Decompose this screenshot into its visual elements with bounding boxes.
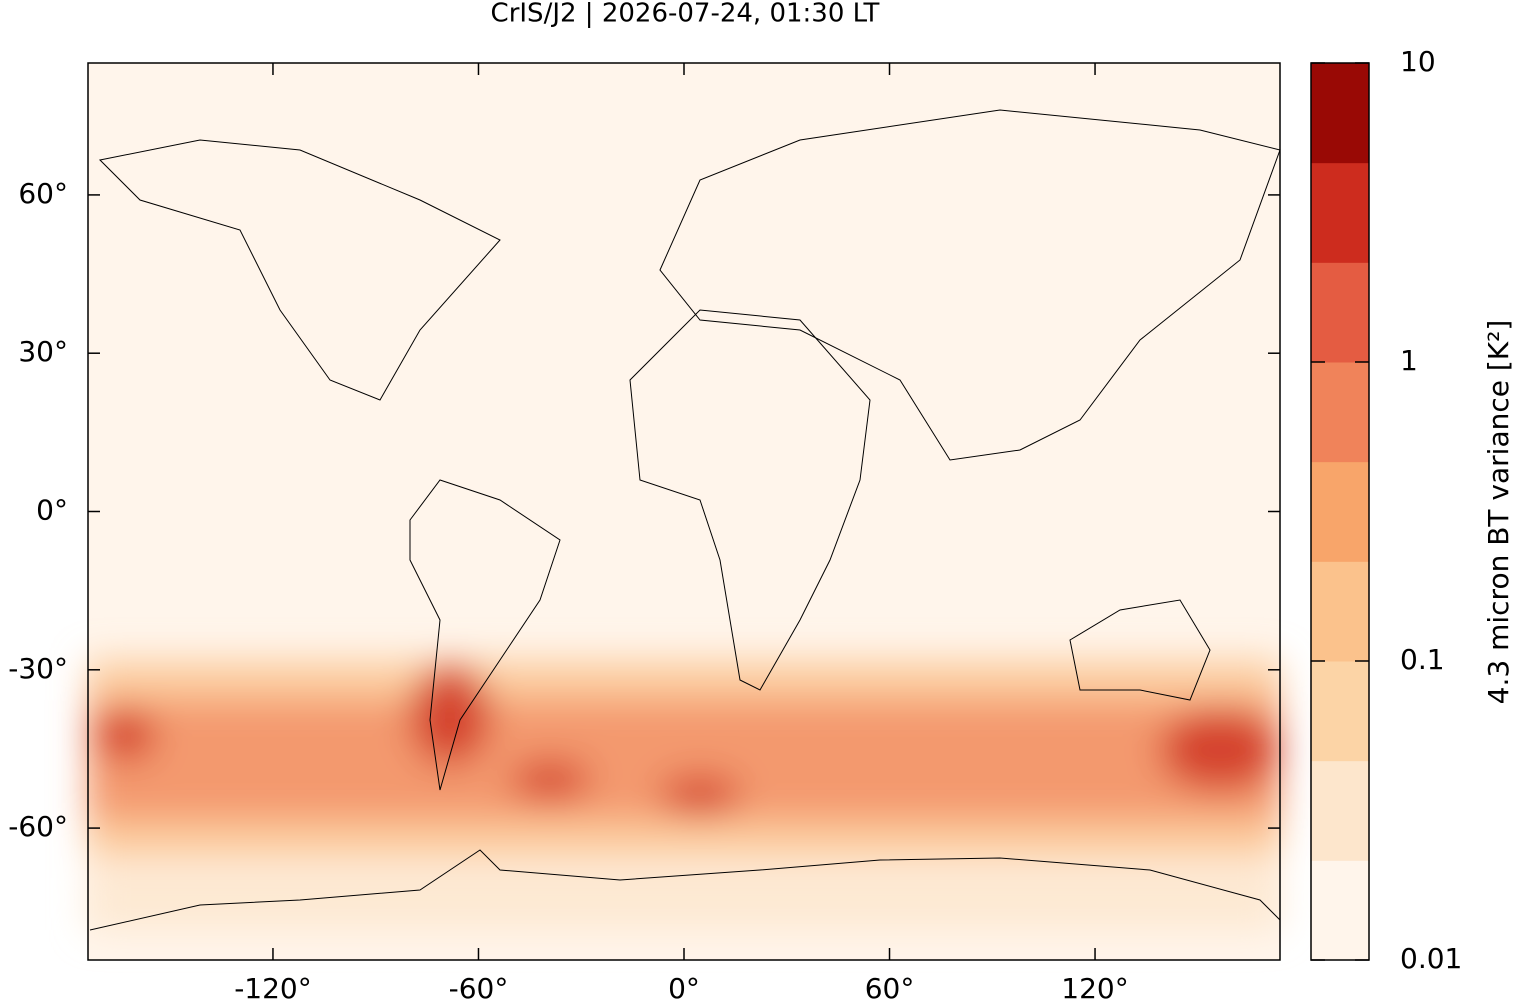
colorbar-band (1311, 162, 1369, 263)
colorbar-tick-label: 1 (1400, 344, 1418, 377)
x-tick-label: 0° (668, 972, 700, 1002)
colorbar-band (1311, 860, 1369, 961)
colorbar-band (1311, 760, 1369, 861)
colorbar-band (1311, 461, 1369, 562)
coastline (409, 479, 561, 791)
coastline (98, 139, 501, 401)
variance-field (88, 660, 1280, 930)
colorbar: 0.01 0.1 1 10 (1310, 45, 1462, 975)
colorbar-band (1311, 262, 1369, 363)
coastline (89, 849, 1281, 931)
coastline (659, 109, 1281, 461)
chart-title: CrIS/J2 | 2026-07-24, 01:30 LT (491, 0, 880, 29)
y-tick-label: -30° (8, 652, 68, 685)
colorbar-frame (1310, 62, 1370, 961)
coastline (629, 309, 871, 691)
colorbar-band (1311, 561, 1369, 662)
y-tick-label: -60° (8, 810, 68, 843)
colorbar-tick-label: 10 (1400, 45, 1436, 78)
coastline (1069, 599, 1211, 701)
x-tick-label: 60° (865, 972, 915, 1002)
x-tick-label: -60° (449, 972, 509, 1002)
colorbar-band (1311, 362, 1369, 463)
y-tick-label: 30° (18, 335, 68, 368)
colorbar-band (1311, 661, 1369, 762)
colorbar-label: 4.3 micron BT variance [K²] (1482, 320, 1515, 705)
y-tick-label: 0° (36, 494, 68, 527)
x-tick-label: 120° (1061, 972, 1128, 1002)
x-tick-label: -120° (234, 972, 312, 1002)
colorbar-tick-label: 0.01 (1400, 942, 1462, 975)
map-field (88, 63, 1281, 960)
colorbar-band (1311, 63, 1369, 164)
colorbar-tick-label: 0.1 (1400, 643, 1445, 676)
y-tick-label: 60° (18, 177, 68, 210)
